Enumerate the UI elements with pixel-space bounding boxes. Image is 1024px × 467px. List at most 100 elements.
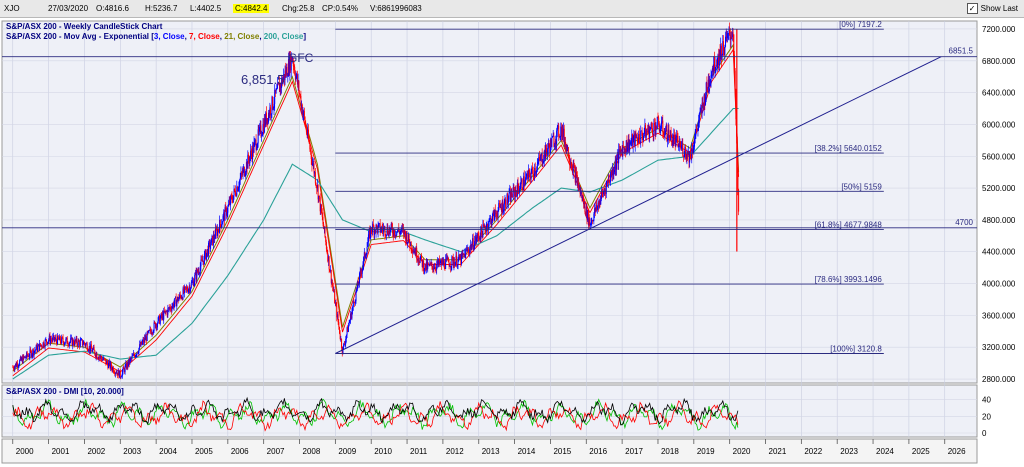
candle-body [623, 146, 625, 150]
candle-body [425, 263, 427, 270]
candle-body [286, 67, 288, 77]
candle-body [299, 93, 301, 95]
candle-body [674, 137, 676, 146]
candle-body [606, 181, 608, 184]
candle-body [139, 344, 141, 349]
candle-body [511, 191, 513, 197]
candle-body [689, 151, 691, 159]
candle-body [577, 182, 579, 186]
candle-body [150, 329, 152, 332]
candle-body [239, 177, 241, 181]
chart-area[interactable]: [0%] 7197.2 [38.2%] 5640.0152 [50%] 5159 [6… [0, 18, 1024, 465]
candle-body [604, 189, 606, 192]
candle-body [257, 129, 259, 144]
candle-body [357, 281, 359, 285]
candle-body [498, 203, 500, 211]
candle-body [110, 363, 112, 368]
candle-body [254, 140, 256, 143]
candle-body [151, 332, 153, 335]
candle-body [317, 185, 319, 200]
candle-body [365, 255, 367, 258]
candle-body [707, 79, 709, 91]
candle-body [647, 131, 649, 132]
candle-body [520, 181, 522, 189]
candle-body [279, 83, 281, 92]
candle-body [700, 107, 702, 112]
candle-body [296, 74, 298, 85]
candle-body [561, 126, 563, 137]
candle-body [726, 36, 728, 39]
candle-body [306, 132, 308, 136]
candle-body [270, 107, 272, 115]
candle-body [93, 347, 95, 351]
candle-body [186, 287, 188, 291]
candle-body [310, 149, 312, 152]
candle-body [163, 310, 165, 313]
candle-body [163, 310, 165, 320]
show-last-toggle[interactable]: ✓ Show Last [966, 3, 1018, 14]
candle-body [110, 363, 112, 369]
candle-body [358, 273, 360, 284]
price-chart[interactable]: [0%] 7197.2 [38.2%] 5640.0152 [50%] 5159 [6… [0, 18, 1024, 465]
candle-body [139, 344, 141, 347]
candle-body [246, 162, 248, 169]
y-tick-label: 6400.000 [982, 89, 1016, 98]
candle-body [223, 212, 225, 216]
candle-body [365, 253, 367, 256]
candle-body [134, 355, 136, 358]
candle-body [405, 233, 407, 242]
candle-body [197, 271, 199, 273]
candle-body [445, 259, 447, 269]
candle-body [345, 338, 347, 344]
candle-body [638, 134, 640, 142]
candle-body [334, 302, 336, 304]
candle-body [613, 172, 615, 175]
candle-body [205, 250, 207, 260]
candle-body [181, 297, 183, 299]
candle-body [140, 341, 142, 347]
candle-body [386, 227, 388, 235]
candle-body [585, 212, 587, 216]
candle-body [106, 360, 108, 365]
candle-body [429, 263, 431, 266]
candle-body [527, 170, 529, 179]
candle-body [238, 186, 240, 189]
x-tick-label: 2004 [159, 447, 177, 456]
candle-body [99, 356, 101, 358]
candle-body [310, 151, 312, 159]
dmi-y-tick-label: 0 [982, 429, 987, 438]
candle-body [92, 347, 94, 350]
candle-body [598, 200, 600, 208]
candle-body [185, 287, 187, 289]
candle-body [692, 148, 694, 153]
candle-body [28, 355, 30, 358]
candle-body [321, 213, 323, 217]
candle-body [655, 126, 657, 134]
quote-toolbar: XJO 27/03/2020 O:4816.6 H:5236.7 L:4402.… [0, 0, 1024, 18]
candle-body [666, 124, 668, 142]
candle-body [193, 281, 195, 286]
candle-body [196, 269, 198, 273]
candle-body [391, 223, 393, 228]
candle-body [263, 118, 265, 133]
candle-body [348, 322, 350, 326]
candle-body [640, 130, 642, 144]
candle-body [377, 224, 379, 233]
candle-body [356, 289, 358, 291]
candle-body [669, 130, 671, 141]
candle-body [271, 96, 273, 114]
candle-body [79, 340, 81, 346]
candle-body [24, 356, 26, 358]
candle-body [267, 112, 269, 123]
candle-body [468, 251, 470, 254]
checkbox-icon[interactable]: ✓ [966, 3, 978, 14]
candle-body [43, 342, 45, 347]
x-tick-label: 2009 [338, 447, 356, 456]
candle-body [382, 229, 384, 232]
candle-body [554, 145, 556, 147]
candle-body [114, 372, 116, 375]
candle-body [346, 327, 348, 335]
candle-body [626, 140, 628, 152]
candle-body [571, 166, 573, 167]
candle-body [558, 125, 560, 137]
